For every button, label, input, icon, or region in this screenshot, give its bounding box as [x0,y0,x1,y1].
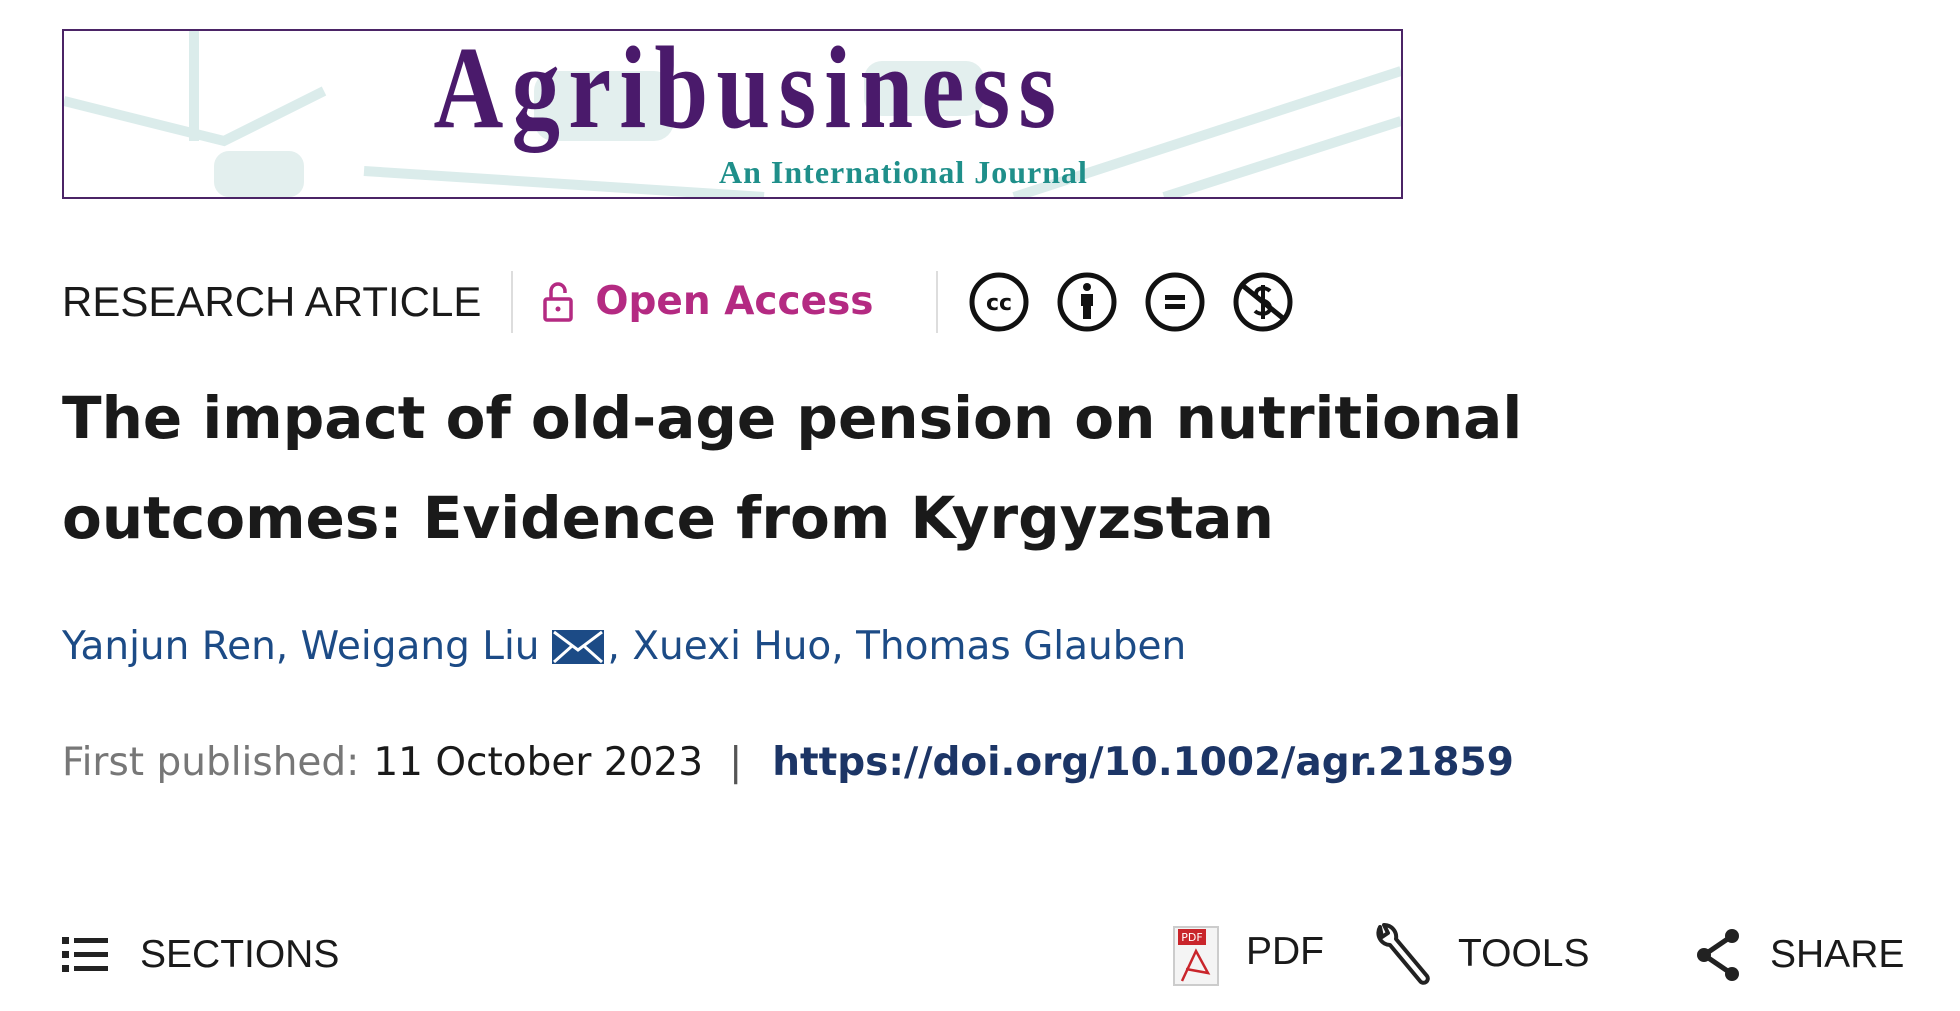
author-separator: , [831,624,857,669]
cc-icon[interactable]: cc [968,271,1030,333]
doi-link[interactable]: https://doi.org/10.1002/agr.21859 [772,740,1514,785]
author-link[interactable]: Thomas Glauben [856,624,1187,669]
first-published-label: First published: [62,740,360,785]
first-published-date: 11 October 2023 [373,740,704,785]
share-icon [1697,929,1739,981]
article-title: The impact of old-age pension on nutriti… [62,368,1862,568]
author-list: Yanjun Ren, Weigang Liu , Xuexi Huo, Tho… [62,622,1186,672]
article-meta-row: RESEARCH ARTICLE Open Access cc [62,271,1294,333]
non-commercial-icon[interactable] [1232,271,1294,333]
author-separator: , [607,624,633,669]
divider [935,271,938,333]
divider [511,271,514,333]
article-toolbar: SECTIONS PDF PDF TOOLS SHARE [0,923,1960,995]
title-line: outcomes: Evidence from Kyrgyzstan [62,484,1274,552]
pdf-file-icon: PDF [1173,926,1219,986]
tools-button[interactable]: TOOLS [1372,923,1590,985]
cc-text: cc [985,291,1011,316]
author-link[interactable]: Yanjun Ren [62,624,276,669]
license-icons[interactable]: cc [968,271,1294,333]
journal-banner[interactable]: Agribusiness An International Journal [62,29,1403,199]
journal-subtitle: An International Journal [719,154,1088,190]
tools-label: TOOLS [1458,932,1590,975]
author-link[interactable]: Weigang Liu [300,624,540,669]
article-type: RESEARCH ARTICLE [62,278,482,325]
wrench-icon [1376,923,1430,985]
email-envelope-icon[interactable] [551,630,604,664]
unlocked-padlock-icon [543,282,574,322]
no-derivatives-icon[interactable] [1144,271,1206,333]
title-line: The impact of old-age pension on nutriti… [62,384,1523,452]
list-icon [62,937,108,972]
share-label: SHARE [1770,933,1905,976]
attribution-icon[interactable] [1056,271,1118,333]
pdf-button[interactable]: PDF PDF [1172,925,1324,987]
banner-background-illustration [64,31,1401,197]
journal-title: Agribusiness [433,29,1065,153]
publication-info: First published: 11 October 2023 | https… [62,738,1514,788]
share-button[interactable]: SHARE [1694,927,1904,983]
author-link[interactable]: Xuexi Huo [632,624,832,669]
separator: | [729,740,743,785]
open-access-badge: Open Access [543,277,874,327]
sections-label: SECTIONS [140,933,340,976]
pdf-badge-text: PDF [1181,931,1202,944]
author-separator: , [275,624,301,669]
sections-button[interactable]: SECTIONS [62,930,339,980]
open-access-label: Open Access [595,279,874,324]
pdf-label: PDF [1246,930,1324,973]
